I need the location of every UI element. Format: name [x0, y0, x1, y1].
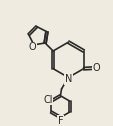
Text: O: O: [28, 42, 36, 52]
Text: F: F: [57, 116, 63, 126]
Text: O: O: [92, 63, 99, 73]
Text: Cl: Cl: [43, 95, 52, 105]
Text: N: N: [64, 74, 71, 84]
